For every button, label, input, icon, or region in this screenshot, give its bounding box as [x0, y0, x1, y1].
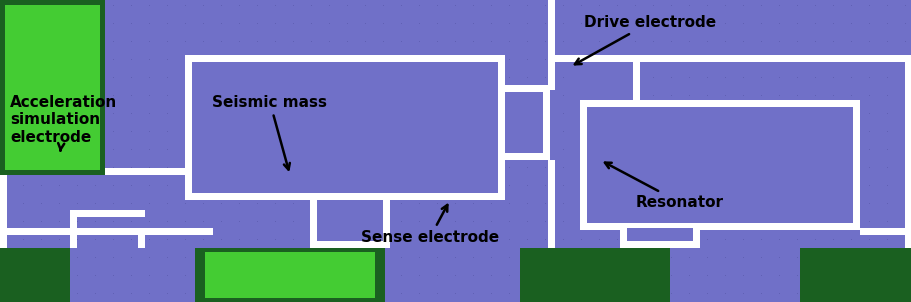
Bar	[579, 55, 640, 100]
Bar	[0, 0, 105, 175]
Bar	[579, 100, 859, 230]
Bar	[0, 175, 7, 248]
Text: Seismic mass: Seismic mass	[212, 95, 327, 170]
Bar	[195, 248, 384, 302]
Bar	[627, 228, 692, 241]
Bar	[587, 107, 852, 223]
Bar	[859, 228, 911, 235]
Bar	[192, 62, 497, 193]
Bar	[579, 62, 632, 100]
Bar	[505, 92, 542, 153]
Bar	[105, 168, 185, 175]
Text: Resonator: Resonator	[604, 162, 723, 210]
Bar	[548, 0, 555, 90]
Bar	[548, 160, 555, 248]
Bar	[505, 85, 549, 160]
Bar	[519, 248, 670, 302]
Bar	[799, 248, 911, 302]
Bar	[310, 200, 390, 248]
Bar	[904, 55, 911, 248]
Bar	[70, 210, 145, 217]
Bar	[0, 0, 105, 175]
Text: Acceleration
simulation
electrode: Acceleration simulation electrode	[10, 95, 118, 151]
Bar	[317, 200, 383, 241]
Bar	[0, 248, 70, 302]
Text: Sense electrode: Sense electrode	[361, 205, 498, 245]
Text: Drive electrode: Drive electrode	[574, 15, 715, 64]
Bar	[205, 252, 374, 298]
Bar	[70, 210, 77, 248]
Bar	[0, 228, 145, 235]
Bar	[138, 228, 145, 248]
Bar	[5, 5, 100, 170]
Bar	[619, 228, 700, 248]
Bar	[68, 228, 213, 235]
Bar	[548, 55, 911, 62]
Bar	[185, 55, 505, 200]
